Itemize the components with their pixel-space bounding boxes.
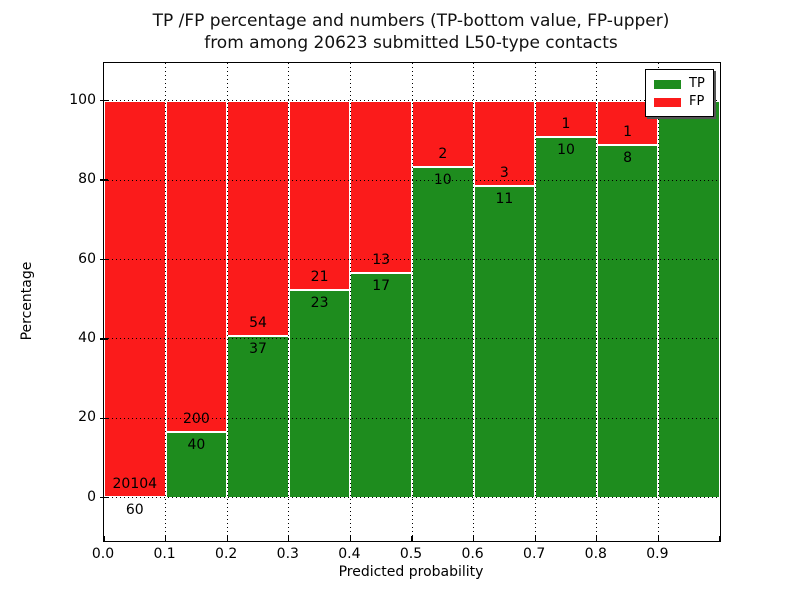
- x-gridline: [657, 63, 659, 541]
- y-tick-mark: [99, 417, 108, 419]
- bars-layer: [104, 63, 720, 541]
- legend-item-tp: TP: [646, 77, 713, 91]
- x-gridline: [411, 63, 413, 541]
- x-tick-mark: [288, 536, 290, 541]
- y-tick-mark: [99, 179, 108, 181]
- y-tick-mark: [99, 338, 108, 340]
- y-tick-label: 0: [87, 488, 96, 505]
- bar-segment-fp: [350, 100, 412, 273]
- x-tick-label: 0.2: [215, 546, 238, 562]
- x-tick-mark: [472, 536, 475, 541]
- x-tick-mark: [657, 536, 660, 541]
- chart-title: TP /FP percentage and numbers (TP-bottom…: [103, 10, 719, 54]
- y-tick-mark: [99, 497, 108, 499]
- y-axis-label: Percentage: [19, 261, 35, 341]
- x-tick-label: 0.3: [276, 546, 299, 562]
- x-gridline: [165, 63, 167, 541]
- x-tick-mark: [596, 536, 598, 541]
- x-tick-mark: [719, 536, 721, 541]
- y-tick-mark: [99, 258, 108, 261]
- x-gridline: [534, 63, 536, 541]
- bar-segment-fp: [473, 100, 536, 186]
- chart-title-line1: TP /FP percentage and numbers (TP-bottom…: [152, 11, 670, 31]
- bar-segment-fp: [412, 100, 474, 167]
- y-tick-label: 80: [78, 171, 96, 188]
- x-tick-label: 0.8: [584, 546, 607, 562]
- x-gridline: [226, 63, 228, 541]
- legend-item-fp: FP: [646, 95, 713, 109]
- y-tick-label: 60: [78, 250, 96, 267]
- legend: TP FP: [645, 69, 714, 117]
- x-tick-mark: [103, 536, 105, 541]
- x-tick-mark: [349, 536, 352, 541]
- bar-segment-tp: [350, 272, 412, 498]
- bar-segment-tp: [227, 336, 289, 498]
- x-gridline: [473, 63, 475, 541]
- y-tick-mark: [99, 100, 108, 102]
- chart-title-line2: from among 20623 submitted L50-type cont…: [204, 33, 618, 53]
- bar-label-tp: 8: [623, 149, 633, 166]
- bar-label-tp: 40: [187, 436, 206, 453]
- x-gridline: [288, 63, 290, 541]
- x-tick-label: 0.7: [523, 546, 546, 562]
- bar-segment-tp: [535, 136, 597, 498]
- x-axis-label: Predicted probability: [338, 564, 484, 580]
- bar-label-tp: 10: [433, 171, 452, 188]
- x-tick-mark: [534, 536, 536, 541]
- bar-label-fp: 21: [310, 269, 329, 286]
- bar-label-tp: 23: [310, 295, 329, 312]
- x-gridline: [349, 63, 351, 541]
- bar-label-fp: 3: [499, 164, 509, 181]
- bar-label-fp: 13: [372, 251, 391, 268]
- x-tick-label: 0.6: [461, 546, 484, 562]
- bar-label-fp: 54: [249, 315, 267, 332]
- plot-area: 2010460200405437212313172103111101808: [99, 62, 721, 542]
- ticks-layer: [99, 63, 721, 541]
- bar-label-fp: 1: [561, 115, 571, 132]
- bar-segment-fp: [288, 100, 351, 291]
- y-tick-label: 100: [69, 91, 96, 108]
- x-tick-mark: [411, 536, 413, 541]
- x-tick-label: 0.9: [646, 546, 669, 562]
- y-tick-label: 20: [78, 409, 96, 426]
- bar-label-tp: 60: [125, 501, 144, 518]
- bar-label-tp: 37: [249, 341, 267, 358]
- bar-segment-fp: [535, 100, 597, 137]
- bar-label-fp: 20104: [112, 475, 158, 492]
- x-tick-label: 0.4: [338, 546, 361, 562]
- x-gridline: [596, 63, 598, 541]
- tp-swatch-icon: [654, 79, 681, 89]
- bar-segment-tp: [288, 290, 351, 498]
- y-tick-label: 40: [78, 329, 96, 346]
- bar-label-fp: 1: [623, 123, 633, 140]
- bar-label-tp: 17: [372, 277, 391, 294]
- bar-label-fp: 200: [183, 410, 210, 427]
- fp-swatch-icon: [654, 97, 681, 107]
- bar-label-tp: 10: [557, 141, 575, 158]
- bar-label-tp: 11: [495, 190, 514, 207]
- x-tick-mark: [164, 536, 167, 541]
- bar-label-fp: 2: [438, 145, 448, 162]
- x-tick-label: 0.1: [153, 546, 176, 562]
- legend-label-tp: TP: [689, 76, 705, 91]
- legend-label-fp: FP: [689, 94, 705, 109]
- grid-layer: [104, 63, 720, 541]
- x-tick-label: 0.0: [91, 546, 115, 562]
- bar-segment-tp: [658, 100, 720, 498]
- x-tick-label: 0.5: [399, 546, 423, 562]
- x-tick-mark: [226, 536, 228, 541]
